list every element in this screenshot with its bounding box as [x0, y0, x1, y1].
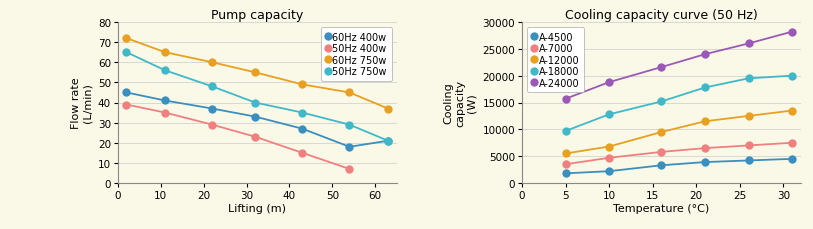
60Hz 400w	[160, 100, 170, 102]
A-7000	[744, 144, 754, 147]
A-7000	[700, 147, 710, 150]
Line: 50Hz 400w: 50Hz 400w	[122, 101, 354, 173]
50Hz 400w	[122, 104, 132, 106]
50Hz 750w	[250, 102, 260, 104]
A-12000	[787, 110, 797, 112]
Line: A-18000: A-18000	[562, 72, 796, 136]
A-18000	[604, 113, 614, 116]
A-4500	[604, 170, 614, 173]
A-18000	[700, 87, 710, 90]
60Hz 750w	[207, 62, 217, 64]
50Hz 750w	[160, 70, 170, 72]
50Hz 400w	[298, 152, 307, 155]
A-12000	[744, 115, 754, 118]
60Hz 400w	[250, 116, 260, 118]
50Hz 750w	[207, 86, 217, 88]
A-12000	[561, 153, 571, 155]
A-18000	[744, 78, 754, 80]
A-24000	[561, 98, 571, 101]
A-4500	[700, 161, 710, 164]
A-24000	[657, 66, 667, 69]
60Hz 750w	[383, 108, 393, 110]
Line: A-24000: A-24000	[562, 28, 796, 104]
A-18000	[657, 101, 667, 103]
Line: 50Hz 750w: 50Hz 750w	[122, 49, 392, 145]
50Hz 750w	[345, 124, 354, 126]
A-18000	[787, 75, 797, 78]
60Hz 400w	[383, 140, 393, 142]
Line: A-12000: A-12000	[562, 107, 796, 158]
50Hz 400w	[345, 168, 354, 171]
A-4500	[561, 172, 571, 175]
A-24000	[744, 43, 754, 46]
60Hz 750w	[250, 72, 260, 74]
A-7000	[787, 142, 797, 144]
X-axis label: Lifting (m): Lifting (m)	[228, 203, 286, 213]
Legend: 60Hz 400w, 50Hz 400w, 60Hz 750w, 50Hz 750w: 60Hz 400w, 50Hz 400w, 60Hz 750w, 50Hz 75…	[321, 28, 392, 82]
A-12000	[657, 131, 667, 134]
60Hz 750w	[160, 52, 170, 54]
60Hz 400w	[122, 92, 132, 94]
A-7000	[604, 157, 614, 159]
60Hz 750w	[345, 92, 354, 94]
Title: Pump capacity: Pump capacity	[211, 9, 303, 22]
A-4500	[787, 158, 797, 161]
60Hz 400w	[207, 108, 217, 110]
X-axis label: Temperature (°C): Temperature (°C)	[613, 203, 710, 213]
A-12000	[604, 145, 614, 148]
50Hz 400w	[250, 136, 260, 139]
60Hz 400w	[298, 128, 307, 131]
A-4500	[657, 164, 667, 167]
A-4500	[744, 159, 754, 162]
Legend: A-4500, A-7000, A-12000, A-18000, A-24000: A-4500, A-7000, A-12000, A-18000, A-2400…	[527, 28, 584, 93]
50Hz 400w	[207, 124, 217, 126]
50Hz 750w	[298, 112, 307, 114]
A-7000	[657, 151, 667, 154]
A-18000	[561, 130, 571, 133]
Line: A-7000: A-7000	[562, 139, 796, 169]
50Hz 750w	[122, 52, 132, 54]
Line: 60Hz 400w: 60Hz 400w	[122, 89, 392, 151]
60Hz 750w	[298, 84, 307, 86]
Y-axis label: Cooling
capacity
(W): Cooling capacity (W)	[444, 80, 476, 126]
A-12000	[700, 120, 710, 123]
50Hz 750w	[383, 140, 393, 142]
50Hz 400w	[160, 112, 170, 114]
Line: 60Hz 750w: 60Hz 750w	[122, 35, 392, 113]
Line: A-4500: A-4500	[562, 155, 796, 178]
A-24000	[604, 81, 614, 84]
A-7000	[561, 163, 571, 166]
60Hz 750w	[122, 38, 132, 40]
A-24000	[787, 31, 797, 34]
A-24000	[700, 54, 710, 56]
60Hz 400w	[345, 146, 354, 148]
Y-axis label: Flow rate
(L/min): Flow rate (L/min)	[71, 77, 92, 129]
Title: Cooling capacity curve (50 Hz): Cooling capacity curve (50 Hz)	[565, 9, 758, 22]
